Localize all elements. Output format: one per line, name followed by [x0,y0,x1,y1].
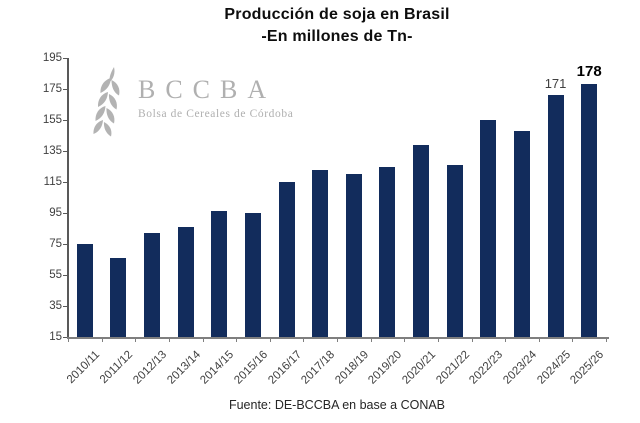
x-axis-tick [505,338,507,342]
data-label-2025/26: 178 [576,63,602,81]
bar-2023/24 [513,130,530,337]
plot-area: BCCBA Bolsa de Cereales de Córdoba 15 35 5… [43,52,609,387]
x-axis-tick [337,338,338,342]
bar-2020/21 [413,144,430,337]
y-axis-tick [63,244,67,245]
x-axis-tick [437,338,439,342]
bar-2011/12 [110,257,127,337]
bar-2022/23 [480,120,497,337]
y-axis-tick [63,337,67,338]
chart-subtitle: -En millones de Tn- [261,28,413,45]
y-axis-tick [63,58,67,59]
x-axis-tick [135,338,137,342]
y-axis-label: 115 [43,176,62,188]
x-axis-tick [236,338,238,342]
x-axis-tick [303,338,305,342]
x-axis-line [67,337,609,339]
bar-2015/16 [244,213,261,337]
bar-2017/18 [312,169,329,337]
y-axis-label: 35 [49,300,62,312]
data-label-2024/25: 171 [544,76,567,92]
y-axis-label: 195 [42,52,62,64]
x-axis-tick [572,338,574,342]
watermark-name: Bolsa de Cereales de Córdoba [138,108,294,120]
x-axis-tick [269,338,271,342]
y-axis-label: 135 [42,145,62,157]
bar-2010/11 [76,244,93,337]
y-axis-label: 15 [49,331,62,343]
y-axis-label: 95 [49,207,62,219]
y-axis-tick [63,182,67,183]
y-axis-label: 55 [49,269,62,281]
y-axis-tick [63,306,67,307]
x-axis-tick [202,338,204,342]
bar-2013/14 [177,226,194,337]
y-axis-line [67,58,69,338]
wheat-icon [93,67,120,137]
bar-2018/19 [345,174,362,337]
bar-2024/25 [547,95,564,337]
x-axis-tick [404,338,406,342]
x-axis-tick [168,338,170,342]
y-axis-label: 175 [42,83,62,95]
y-axis-tick [63,213,67,214]
bar-2014/15 [211,211,228,337]
watermark-text: BCCBA Bolsa de Cereales de Córdoba [138,66,294,121]
watermark-acronym: BCCBA [138,75,277,104]
x-axis-tick [471,338,473,342]
x-axis-tick [101,338,103,342]
y-axis-tick [63,120,67,121]
x-axis-tick [606,338,607,342]
bar-2021/22 [446,164,463,337]
x-axis-tick [538,338,540,342]
y-axis-tick [63,275,67,276]
bar-2012/13 [144,233,161,337]
x-axis-tick [370,338,372,342]
chart-title: Producción de soja en Brasil [224,6,450,23]
y-axis-label: 75 [49,238,62,250]
x-axis-tick [68,338,69,342]
y-axis-tick [63,151,67,152]
bar-2019/20 [379,166,396,337]
bar-2025/26 [581,84,598,337]
bccba-watermark: BCCBA Bolsa de Cereales de Córdoba [84,66,293,138]
source-note: Fuente: DE-BCCBA en base a CONAB [228,398,446,412]
y-axis-tick [63,89,67,90]
y-axis-label: 155 [42,114,62,126]
bar-2016/17 [278,182,295,337]
